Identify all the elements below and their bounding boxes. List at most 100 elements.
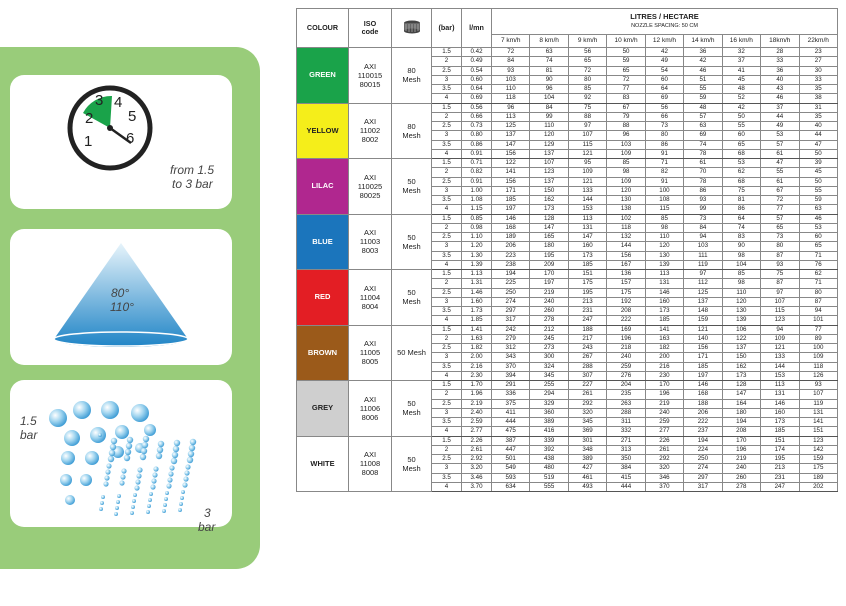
- table-row: 3.5 2.16 370 324 288 259 216 185 162 144 118: [297, 361, 838, 372]
- rate-cell: 133: [567, 185, 608, 197]
- flow-cell: 1.85: [461, 315, 492, 326]
- table-row: 3.5 1.08 185 162 144 130 108 93 81 72 59: [297, 194, 838, 206]
- rate-cell: 175: [567, 278, 608, 289]
- rate-cell: 130: [606, 194, 646, 206]
- rate-cell: 235: [606, 389, 646, 400]
- iso-code-line: 110015: [357, 70, 383, 80]
- rate-cell: 63: [529, 46, 569, 58]
- rate-cell: 170: [529, 268, 569, 280]
- table-row: 3 0.60 103 90 80 72 60 51 45 40 33: [297, 74, 838, 86]
- table-row: YELLOW AXI 11002 8002 80 Mesh 1.5 0.56 96 84 75 67 5…: [296, 102, 838, 159]
- rate-cell: 131: [567, 222, 608, 234]
- rate-cell: 150: [721, 352, 762, 363]
- filter-mesh-line: Mesh: [402, 186, 421, 196]
- rate-cell: 128: [529, 213, 569, 224]
- rate-cell: 173: [721, 370, 762, 382]
- rate-cell: 277: [644, 426, 685, 437]
- rate-cell: 346: [644, 472, 685, 483]
- filter-mesh: 50 Mesh: [391, 324, 432, 381]
- rate-cell: 297: [490, 305, 531, 317]
- flow-cell: 0.69: [461, 93, 492, 104]
- rate-cell: 109: [798, 352, 838, 363]
- rate-cell: 129: [529, 139, 569, 150]
- rate-cell: 392: [529, 444, 569, 456]
- rate-cell: 156: [490, 176, 531, 187]
- rate-cell: 444: [606, 481, 646, 493]
- iso-code: AXI 11005 8005: [348, 324, 392, 381]
- rate-cell: 64: [644, 83, 685, 95]
- filter-mesh: 50 Mesh: [391, 435, 432, 492]
- pressure-cell: 2: [431, 444, 462, 456]
- iso-code-line: 8003: [361, 246, 379, 256]
- rate-cell: 38: [798, 93, 838, 104]
- rate-cell: 168: [490, 222, 531, 234]
- rate-cell: 147: [529, 222, 569, 234]
- rate-cell: 104: [721, 259, 762, 271]
- rate-cell: 80: [567, 74, 608, 86]
- iso-code-line: 8004: [361, 301, 379, 311]
- rate-cell: 185: [567, 259, 608, 271]
- rate-cell: 185: [644, 315, 685, 326]
- rate-cell: 43: [760, 83, 800, 95]
- gauge-number: 5: [128, 108, 136, 125]
- rate-cell: 255: [529, 379, 569, 391]
- rate-cell: 288: [606, 407, 646, 419]
- rate-cell: 60: [798, 231, 838, 243]
- table-row: 4 2.30 394 345 307 276 230 197 173 153 126: [297, 370, 838, 382]
- rate-cell: 212: [529, 324, 569, 335]
- speed-header: 10 km/h: [606, 34, 646, 48]
- rate-cell: 138: [606, 204, 646, 215]
- rate-cell: 247: [760, 481, 800, 493]
- rate-cell: 71: [644, 157, 685, 169]
- header-bar: (bar): [431, 8, 462, 48]
- rate-cell: 84: [529, 102, 569, 113]
- rate-cell: 195: [567, 287, 608, 298]
- rate-cell: 102: [606, 213, 646, 224]
- rate-cell: 128: [721, 379, 762, 391]
- rate-cell: 273: [529, 342, 569, 354]
- rate-cell: 139: [721, 315, 762, 326]
- iso-code-line: 11005: [359, 348, 381, 358]
- flow-cell: 1.41: [461, 324, 492, 335]
- rate-cell: 360: [529, 407, 569, 419]
- rate-cell: 72: [606, 74, 646, 86]
- rate-cell: 394: [490, 370, 531, 382]
- rate-cell: 208: [606, 305, 646, 317]
- rate-cell: 119: [683, 259, 723, 271]
- pressure-cell: 3: [431, 352, 462, 363]
- iso-code-line: AXI: [363, 283, 377, 293]
- filter-mesh-line: Mesh: [402, 463, 421, 473]
- flow-cell: 0.86: [461, 139, 492, 150]
- rate-cell: 411: [490, 407, 531, 419]
- table-row: 2 0.82 141 123 109 98 82 70 62 55 45: [297, 167, 838, 178]
- rate-cell: 231: [567, 305, 608, 317]
- rate-cell: 159: [683, 315, 723, 326]
- table-row: 4 0.69 118 104 92 83 69 59 52 46 38: [297, 93, 838, 104]
- rate-cell: 98: [721, 250, 762, 261]
- rate-cell: 85: [567, 83, 608, 95]
- rate-cell: 44: [798, 130, 838, 141]
- rate-cell: 66: [644, 111, 685, 123]
- table-row: 4 1.85 317 278 247 222 185 159 139 123 101: [297, 315, 838, 326]
- header-colour: COLOUR: [296, 8, 349, 48]
- rate-cell: 77: [760, 204, 800, 215]
- rate-cell: 104: [529, 93, 569, 104]
- rate-cell: 170: [644, 379, 685, 391]
- pressure-cell: 3: [431, 185, 462, 197]
- pressure-cell: 2: [431, 278, 462, 289]
- pressure-cell: 2.5: [431, 342, 462, 354]
- rate-cell: 192: [606, 296, 646, 308]
- rate-cell: 240: [644, 407, 685, 419]
- iso-code-line: 110025: [357, 181, 383, 191]
- flow-cell: 0.54: [461, 65, 492, 76]
- rate-cell: 196: [606, 333, 646, 345]
- rate-cell: 100: [644, 185, 685, 197]
- rate-cell: 132: [606, 231, 646, 243]
- rate-cell: 33: [798, 74, 838, 86]
- table-row: 4 1.15 197 173 153 138 115 99 86 77 63: [297, 204, 838, 215]
- pressure-cell: 4: [431, 426, 462, 437]
- rate-cell: 144: [606, 241, 646, 252]
- rate-cell: 317: [490, 315, 531, 326]
- rate-cell: 97: [760, 287, 800, 298]
- table-row: 2 1.31 225 197 175 157 131 112 98 87 71: [297, 278, 838, 289]
